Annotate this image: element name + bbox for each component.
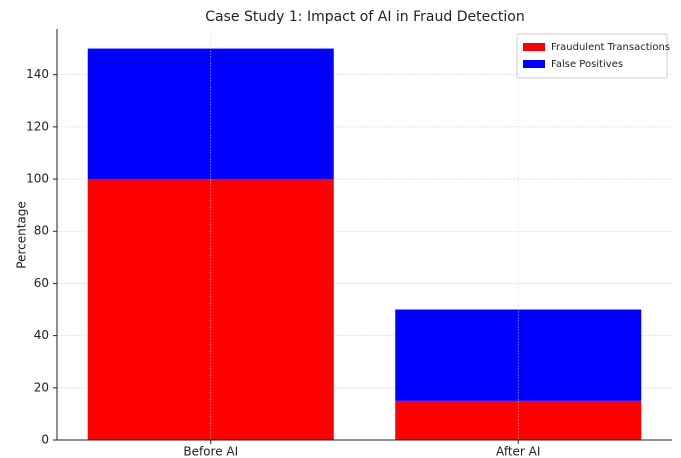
y-tick-label: 0 bbox=[41, 433, 49, 447]
legend-swatch bbox=[523, 43, 545, 51]
y-tick-label: 20 bbox=[34, 380, 49, 394]
legend-label: Fraudulent Transactions bbox=[551, 42, 670, 53]
y-tick-label: 140 bbox=[26, 67, 49, 81]
legend-label: False Positives bbox=[551, 59, 623, 70]
x-tick-label: After AI bbox=[496, 445, 540, 458]
y-tick-label: 60 bbox=[34, 276, 49, 290]
y-tick-label: 80 bbox=[34, 224, 49, 238]
y-tick-label: 120 bbox=[26, 119, 49, 133]
legend-swatch bbox=[523, 60, 545, 68]
y-axis-label: Percentage bbox=[15, 201, 29, 269]
chart-title: Case Study 1: Impact of AI in Fraud Dete… bbox=[205, 9, 524, 25]
x-tick-label: Before AI bbox=[183, 445, 238, 458]
legend-box bbox=[516, 33, 668, 79]
y-tick-label: 40 bbox=[34, 328, 49, 342]
y-tick-label: 100 bbox=[26, 172, 49, 186]
legend: Fraudulent Transactions False Positives bbox=[516, 33, 670, 79]
